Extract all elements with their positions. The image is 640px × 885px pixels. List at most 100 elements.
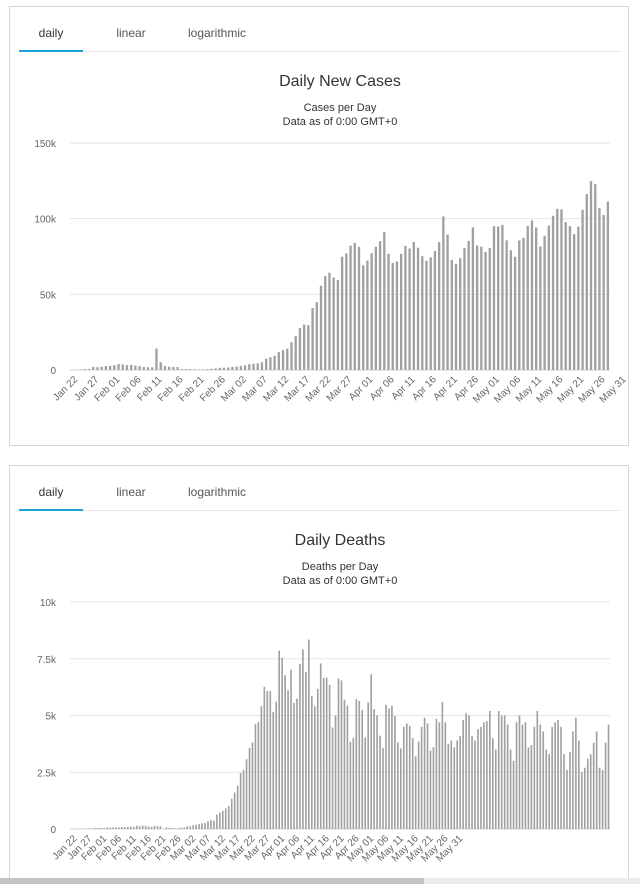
- bar: [370, 253, 372, 370]
- bar: [421, 727, 423, 829]
- bar: [354, 243, 356, 370]
- bar: [483, 722, 485, 829]
- bar: [303, 325, 305, 370]
- bar: [425, 261, 427, 370]
- bar: [249, 748, 251, 829]
- bar: [133, 827, 135, 829]
- bar: [528, 747, 530, 829]
- bar: [608, 725, 610, 829]
- bar: [531, 745, 533, 829]
- bar: [181, 369, 183, 370]
- bar: [578, 740, 580, 829]
- bar: [560, 209, 562, 370]
- bar: [361, 710, 363, 829]
- bar: [328, 273, 330, 370]
- bar: [299, 328, 301, 370]
- bar: [424, 718, 426, 829]
- bar: [323, 678, 325, 829]
- bar: [417, 248, 419, 370]
- bar: [130, 827, 132, 829]
- bar: [584, 768, 586, 829]
- bar: [358, 701, 360, 829]
- bar: [543, 236, 545, 370]
- horizontal-scrollbar[interactable]: [0, 878, 640, 884]
- bar: [105, 366, 107, 370]
- bar: [471, 736, 473, 829]
- bar: [240, 366, 242, 370]
- bar: [345, 253, 347, 370]
- bar: [136, 826, 138, 829]
- bar: [379, 241, 381, 370]
- bar: [278, 651, 280, 829]
- bar: [296, 699, 298, 829]
- bar: [447, 744, 449, 829]
- bar: [596, 731, 598, 829]
- bar: [281, 658, 283, 829]
- bar: [311, 696, 313, 829]
- bar: [344, 700, 346, 829]
- tab-daily[interactable]: daily: [19, 7, 83, 52]
- bar: [486, 721, 488, 829]
- bar: [373, 709, 375, 829]
- bar: [225, 808, 227, 829]
- bar: [412, 738, 414, 829]
- bar: [320, 663, 322, 829]
- bar: [400, 748, 402, 829]
- bar: [581, 210, 583, 370]
- bar: [446, 235, 448, 370]
- bar: [569, 226, 571, 370]
- bar: [210, 369, 212, 370]
- bar: [290, 670, 292, 829]
- tab-logarithmic[interactable]: logarithmic: [179, 7, 255, 51]
- tab-logarithmic[interactable]: logarithmic: [179, 466, 255, 510]
- chart-subtitle: Data as of 0:00 GMT+0: [283, 116, 398, 128]
- bar: [572, 731, 574, 829]
- bar: [358, 247, 360, 370]
- bar: [391, 706, 393, 829]
- bar: [151, 827, 153, 829]
- bar: [397, 743, 399, 829]
- bar: [462, 720, 464, 829]
- bar: [382, 748, 384, 829]
- bar: [257, 363, 259, 370]
- bar: [127, 827, 129, 829]
- bar: [148, 827, 150, 829]
- bar: [442, 702, 444, 829]
- bar: [518, 240, 520, 370]
- bar: [375, 247, 377, 370]
- bar: [565, 222, 567, 370]
- bar: [413, 242, 415, 370]
- bar: [113, 365, 115, 370]
- bar: [415, 756, 417, 829]
- bar: [364, 737, 366, 829]
- bar: [219, 368, 221, 370]
- bar: [139, 826, 141, 829]
- bar: [210, 820, 212, 829]
- bar: [282, 350, 284, 370]
- tab-linear[interactable]: linear: [99, 466, 163, 510]
- bar: [480, 727, 482, 829]
- tab-linear[interactable]: linear: [99, 7, 163, 51]
- bar: [278, 352, 280, 370]
- bar: [142, 826, 144, 829]
- bar: [434, 251, 436, 370]
- bar: [465, 713, 467, 829]
- tab-daily[interactable]: daily: [19, 466, 83, 511]
- bar: [493, 226, 495, 370]
- bar: [474, 740, 476, 829]
- bar: [207, 821, 209, 829]
- bar: [195, 825, 197, 829]
- bar: [531, 220, 533, 370]
- bar: [252, 364, 254, 370]
- bar: [353, 738, 355, 829]
- bar: [476, 245, 478, 370]
- bar: [273, 356, 275, 370]
- scrollbar-thumb[interactable]: [0, 878, 424, 884]
- bar: [356, 699, 358, 829]
- bar: [551, 727, 553, 829]
- y-tick-label: 2.5k: [37, 768, 57, 779]
- bar: [514, 257, 516, 370]
- bar: [255, 724, 257, 829]
- bar: [513, 761, 515, 829]
